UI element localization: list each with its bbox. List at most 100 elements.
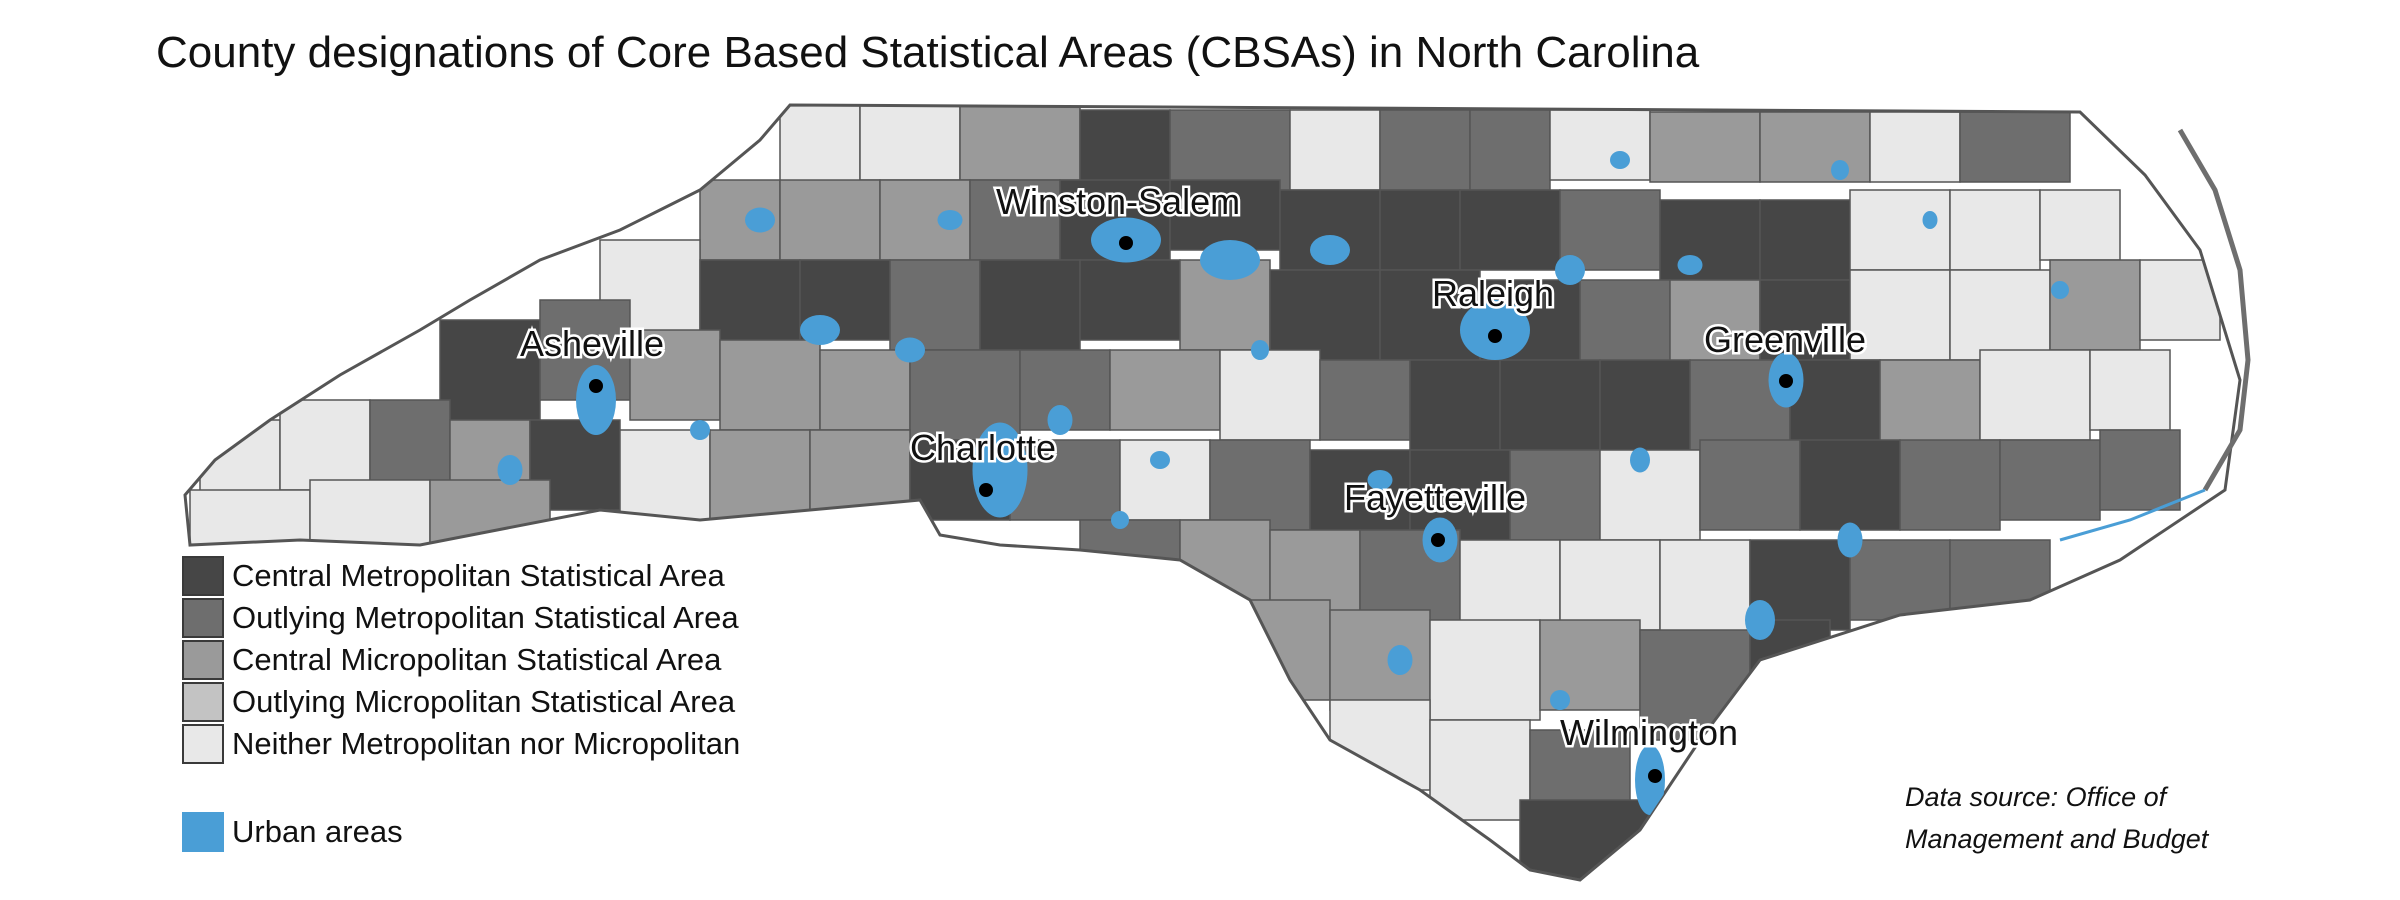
- county-region: [1799, 439, 1901, 531]
- source-line: Management and Budget: [1905, 824, 2209, 854]
- urban-area: [1367, 470, 1393, 490]
- county-region: [1379, 189, 1461, 271]
- county-region: [1219, 349, 1321, 441]
- legend-swatch: [182, 682, 224, 722]
- urban-area: [1922, 211, 1938, 229]
- urban-area: [1677, 255, 1703, 275]
- county-region: [1499, 359, 1601, 451]
- urban-areas: [497, 151, 2069, 815]
- county-region: [1079, 519, 1181, 611]
- county-region: [1759, 199, 1851, 281]
- county-region: [2089, 349, 2171, 431]
- urban-area: [576, 365, 616, 435]
- legend-swatch-urban: [182, 812, 224, 852]
- city-label-charlotte: Charlotte: [910, 427, 1056, 468]
- county-region: [1009, 439, 1121, 521]
- county-region: [2039, 189, 2121, 261]
- urban-area: [690, 420, 710, 440]
- county-region: [1979, 349, 2091, 441]
- county-region: [1379, 109, 1471, 191]
- county-region: [1659, 199, 1761, 281]
- county-region: [1429, 719, 1531, 821]
- county-region: [1999, 439, 2101, 521]
- city-label-fayetteville: Fayetteville: [1344, 477, 1526, 518]
- county-region: [1879, 359, 1981, 451]
- city-charlotte: Charlotte: [908, 425, 1059, 497]
- county-region: [719, 339, 821, 431]
- county-region: [1599, 359, 1691, 451]
- city-fayetteville: Fayetteville: [1342, 475, 1529, 547]
- county-region: [859, 105, 961, 181]
- county-region: [1119, 439, 1211, 521]
- county-region: [1169, 109, 1291, 191]
- urban-area: [1630, 447, 1650, 473]
- county-region: [1789, 359, 1881, 451]
- urban-area: [745, 207, 775, 233]
- county-region: [979, 259, 1081, 351]
- city-label-greenville: Greenville: [1704, 319, 1866, 360]
- county-region: [1559, 539, 1661, 631]
- county-region: [2049, 259, 2141, 351]
- outer-banks: [2059, 128, 2251, 542]
- urban-area: [895, 337, 925, 363]
- legend-item-outlying-micro: Outlying Micropolitan Statistical Area: [182, 682, 735, 722]
- urban-area: [1550, 690, 1570, 710]
- city-dot: [1431, 533, 1445, 547]
- legend-swatch: [182, 724, 224, 764]
- legend-swatch: [182, 556, 224, 596]
- legend-label: Neither Metropolitan nor Micropolitan: [232, 726, 741, 761]
- county-region: [1759, 111, 1871, 183]
- county-region: [779, 105, 861, 191]
- county-region: [1079, 259, 1181, 341]
- county-region: [1649, 111, 1761, 183]
- county-region: [199, 419, 281, 501]
- county-region: [1269, 269, 1381, 361]
- county-region: [969, 179, 1061, 261]
- county-region: [439, 319, 541, 421]
- urban-area: [2051, 281, 2069, 299]
- county-region: [1949, 269, 2051, 361]
- county-region: [1289, 109, 1381, 191]
- county-region: [619, 429, 711, 521]
- county-region: [1599, 449, 1701, 541]
- county-region: [279, 399, 371, 491]
- legend-label: Outlying Micropolitan Statistical Area: [232, 684, 736, 719]
- county-region: [1699, 439, 1801, 531]
- urban-area: [1837, 522, 1863, 558]
- county-region: [1079, 109, 1171, 191]
- legend-label: Outlying Metropolitan Statistical Area: [232, 600, 739, 635]
- urban-area: [1831, 160, 1849, 180]
- legend-item-central-micro: Central Micropolitan Statistical Area: [182, 640, 721, 680]
- county-region: [889, 259, 981, 351]
- county-region: [1959, 111, 2071, 183]
- county-region: [1949, 539, 2051, 611]
- legend-item-urban: Urban areas: [182, 812, 403, 852]
- urban-area: [800, 315, 840, 345]
- city-dot: [1648, 769, 1662, 783]
- city-markers: Asheville Winston-Salem Charlotte Raleig…: [518, 179, 1869, 783]
- county-region: [1899, 439, 2001, 531]
- county-region: [709, 429, 811, 521]
- county-region: [369, 399, 451, 491]
- source-line: Data source: Office of: [1905, 782, 2167, 812]
- legend-label: Central Micropolitan Statistical Area: [232, 642, 722, 677]
- legend-item-outlying-metro: Outlying Metropolitan Statistical Area: [182, 598, 739, 638]
- urban-area: [937, 210, 963, 230]
- city-dot: [589, 379, 603, 393]
- county-region: [1429, 619, 1541, 721]
- urban-area: [1047, 405, 1073, 435]
- county-region: [1209, 439, 1311, 531]
- urban-area: [1111, 511, 1129, 529]
- legend-item-central-metro: Central Metropolitan Statistical Area: [182, 556, 725, 596]
- city-asheville: Asheville: [518, 321, 667, 393]
- map-title: County designations of Core Based Statis…: [156, 28, 1700, 77]
- county-region: [1469, 109, 1551, 191]
- urban-area: [1387, 645, 1413, 675]
- city-greenville: Greenville: [1702, 317, 1869, 388]
- county-region: [1659, 539, 1751, 641]
- urban-area: [1745, 600, 1775, 640]
- county-region: [1459, 189, 1561, 271]
- city-dot: [1779, 374, 1793, 388]
- county-region: [1239, 599, 1331, 701]
- urban-area: [1150, 451, 1170, 469]
